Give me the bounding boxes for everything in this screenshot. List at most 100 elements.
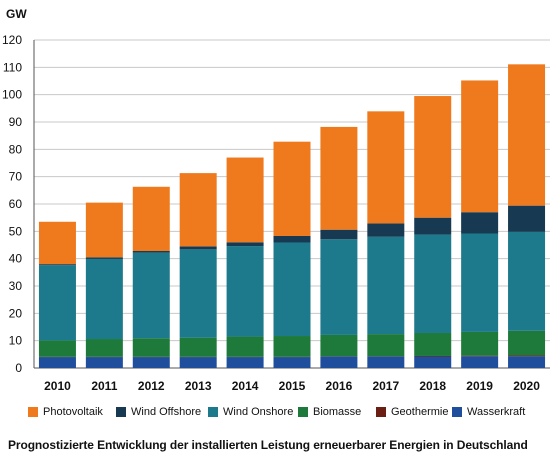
legend-swatch [208,407,218,417]
bar-segment-wind-offshore [85,257,123,259]
bar-segment-photovoltaik [461,80,499,213]
bar-segment-photovoltaik [179,173,217,247]
y-unit-label: GW [6,7,27,21]
bar-segment-wind-onshore [461,233,499,332]
bar-segment-biomasse [414,333,452,356]
bar-segment-geothermie [461,355,499,357]
bar-segment-photovoltaik [85,202,123,258]
bars [38,64,546,368]
x-tick-label: 2011 [91,379,117,393]
bar-segment-wind-onshore [273,242,311,337]
chart-caption: Prognostizierte Entwicklung der installi… [8,438,528,452]
y-tick-label: 80 [9,142,23,156]
bar-segment-wasserkraft [132,357,170,368]
bar-segment-photovoltaik [273,141,311,236]
legend-swatch [28,407,38,417]
legend-swatch [116,407,126,417]
bar-segment-geothermie [414,355,452,357]
bar-segment-biomasse [38,340,76,357]
bar-segment-wind-onshore [414,234,452,334]
bar-segment-wasserkraft [461,356,499,368]
bar-segment-wind-offshore [320,229,358,240]
bar-segment-wind-onshore [367,236,405,335]
bar-segment-photovoltaik [320,126,358,230]
bar-segment-biomasse [508,330,546,356]
legend-swatch [452,407,462,417]
bar-segment-wasserkraft [273,357,311,368]
bar-segment-wasserkraft [508,356,546,368]
bar-segment-biomasse [132,338,170,357]
bar-segment-wasserkraft [179,357,217,368]
x-tick-label: 2015 [279,379,306,393]
bar-segment-wasserkraft [414,356,452,368]
y-tick-label: 70 [9,170,23,184]
chart-legend: Photovoltaik Wind Offshore Wind Onshore Bio… [28,406,558,424]
y-tick-label: 120 [2,33,22,47]
bar-segment-wind-onshore [38,265,76,341]
bar-segment-wind-onshore [508,231,546,331]
bar-segment-wasserkraft [38,357,76,368]
bar-segment-biomasse [179,337,217,357]
y-tick-label: 110 [3,60,22,74]
bar-segment-geothermie [508,355,546,357]
bar-segment-biomasse [85,339,123,357]
bar-segment-wind-offshore [414,217,452,235]
bar-segment-photovoltaik [38,221,76,265]
bar-segment-wind-onshore [179,249,217,338]
y-tick-label: 60 [9,197,23,211]
legend-item-photovoltaik: Photovoltaik [28,406,103,418]
bar-segment-wind-onshore [132,252,170,339]
bar-segment-wasserkraft [367,356,405,368]
legend-item-wind-onshore: Wind Onshore [208,406,293,418]
x-tick-label: 2019 [466,379,493,393]
bar-segment-wind-offshore [273,235,311,243]
legend-label: Wasserkraft [467,406,526,418]
bar-segment-wind-onshore [85,258,123,340]
bar-segment-biomasse [226,336,264,357]
bar-segment-biomasse [461,331,499,356]
legend-item-biomasse: Biomasse [298,406,361,418]
bar-segment-wasserkraft [226,357,264,368]
x-tick-label: 2010 [44,379,71,393]
bar-segment-wasserkraft [85,357,123,368]
tick-labels: 0 10 20 30 40 50 60 70 80 90 100 110 120 2010 2011 2012… [2,33,540,393]
bar-segment-wind-offshore [132,251,170,253]
bar-segment-biomasse [273,336,311,357]
bar-segment-wind-onshore [226,246,264,337]
bar-segment-wind-offshore [461,212,499,234]
x-tick-label: 2018 [419,379,446,393]
bar-segment-wind-onshore [320,239,358,335]
x-tick-label: 2016 [326,379,353,393]
bar-segment-photovoltaik [414,96,452,218]
bar-segment-wind-offshore [508,205,546,232]
bar-segment-wind-offshore [367,223,405,237]
bar-segment-biomasse [320,334,358,357]
legend-label: Biomasse [313,406,362,418]
legend-swatch [376,407,386,417]
x-tick-label: 2013 [185,379,212,393]
bar-segment-wind-offshore [226,242,264,247]
legend-label: Photovoltaik [43,406,103,418]
y-tick-label: 20 [9,306,23,320]
y-tick-label: 0 [15,361,22,375]
x-tick-label: 2014 [232,379,259,393]
bar-segment-wind-offshore [179,246,217,250]
bar-segment-photovoltaik [367,111,405,224]
y-tick-label: 100 [2,88,22,102]
x-tick-label: 2017 [372,379,399,393]
bar-segment-photovoltaik [508,64,546,206]
bar-segment-photovoltaik [226,157,264,243]
legend-label: Wind Onshore [223,406,294,418]
y-tick-label: 10 [9,334,23,348]
stacked-bar-chart: 0 10 20 30 40 50 60 70 80 90 100 110 120 2010 2011 2012… [2,7,550,393]
y-tick-label: 50 [9,224,23,238]
y-tick-label: 90 [9,115,23,129]
legend-item-geothermie: Geothermie [376,406,448,418]
x-tick-label: 2012 [138,379,165,393]
bar-segment-wind-offshore [38,264,76,266]
legend-swatch [298,407,308,417]
legend-label: Wind Offshore [131,406,202,418]
legend-item-wind-offshore: Wind Offshore [116,406,201,418]
y-tick-label: 40 [9,252,23,266]
y-tick-label: 30 [9,279,23,293]
